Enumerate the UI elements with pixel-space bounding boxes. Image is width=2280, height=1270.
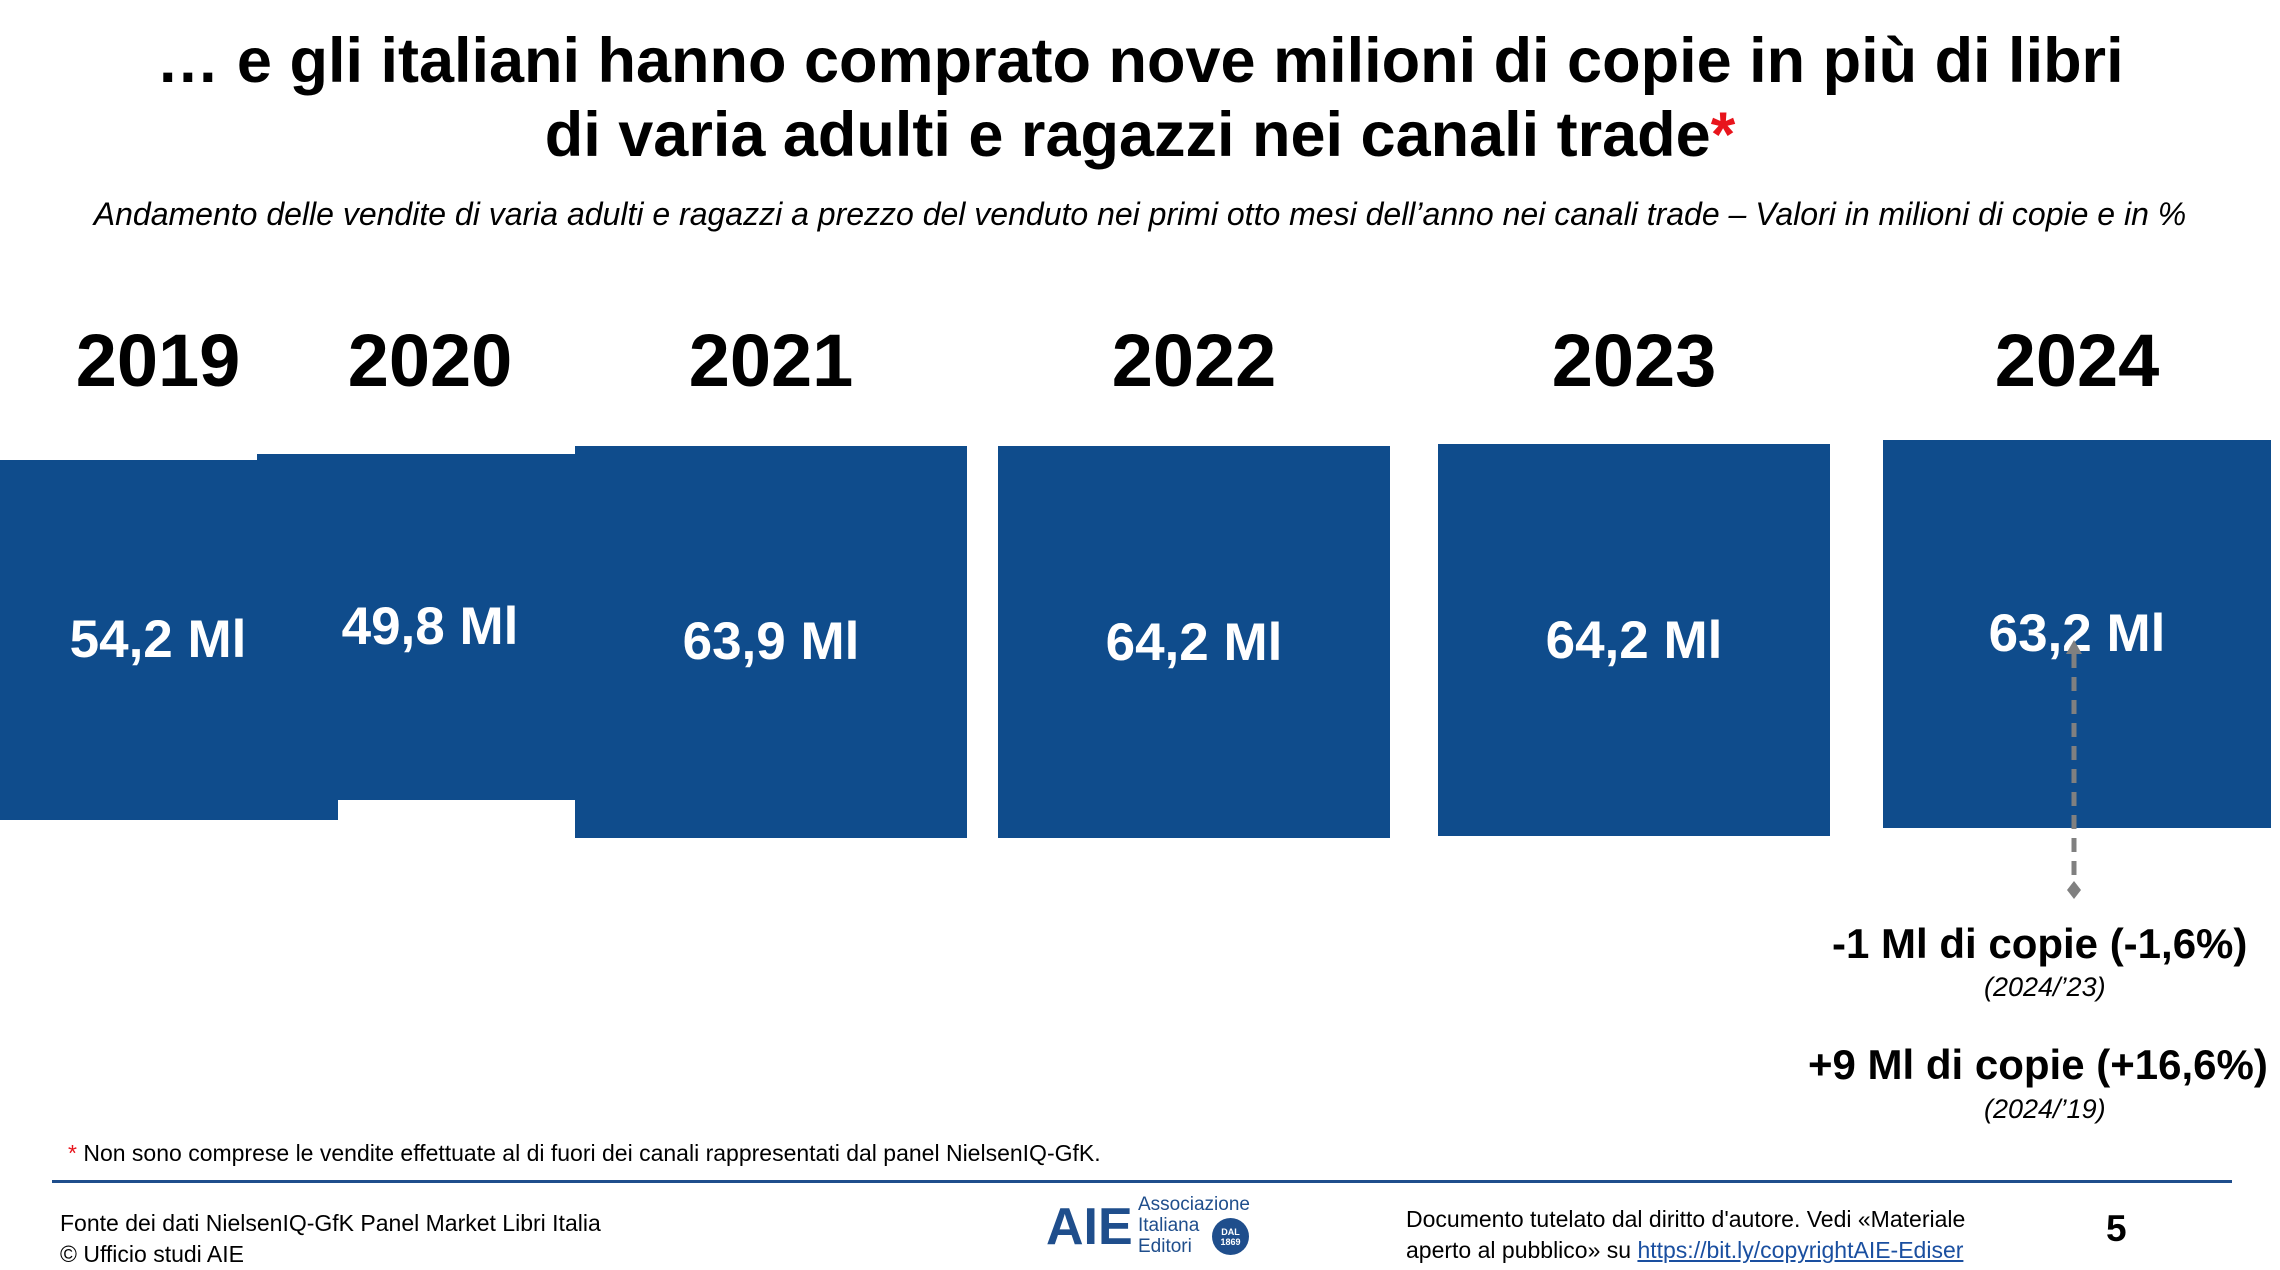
delta-vs-2023: -1 Ml di copie (-1,6%) — [1832, 920, 2248, 967]
bar-value-label-2022: 64,2 Ml — [1105, 612, 1283, 672]
bar-2024: 63,2 Ml — [1882, 439, 2272, 829]
slide-subtitle: Andamento delle vendite di varia adulti … — [93, 196, 2187, 232]
bar-value-label-2019: 54,2 Ml — [69, 610, 247, 670]
bar-value-label-2020: 49,8 Ml — [341, 597, 519, 657]
arrow-head — [2066, 640, 2082, 654]
page-number: 5 — [2106, 1208, 2127, 1249]
svg-text:AIE: AIE — [1046, 1198, 1133, 1256]
delta-vs-2023-label: (2024/’23) — [1984, 972, 2106, 1002]
bar-2022: 64,2 Ml — [998, 446, 1390, 838]
year-label-2019: 2019 — [75, 319, 241, 402]
logo-badge: DAL 1869 — [1212, 1218, 1249, 1255]
year-label-2020: 2020 — [347, 319, 513, 402]
source-note: Fonte dei dati NielsenIQ-GfK Panel Marke… — [60, 1210, 601, 1267]
slide-title: … e gli italiani hanno comprato nove mil… — [0, 24, 2280, 172]
title-line-1: … e gli italiani hanno comprato nove mil… — [156, 26, 2124, 96]
year-label-2022: 2022 — [1111, 319, 1277, 402]
title-asterisk: * — [1710, 100, 1736, 170]
footnote: * Non sono comprese le vendite effettuat… — [68, 1140, 1101, 1166]
bar-2023: 64,2 Ml — [1438, 444, 1830, 836]
bar-2020: 49,8 Ml — [257, 454, 603, 800]
year-label-2021: 2021 — [688, 319, 854, 402]
bar-value-label-2023: 64,2 Ml — [1545, 610, 1723, 670]
year-label-2023: 2023 — [1551, 319, 1717, 402]
copyright-link[interactable]: https://bit.ly/copyrightAIE-Ediser — [1637, 1237, 1964, 1263]
delta-vs-2019: +9 Ml di copie (+16,6%) — [1808, 1041, 2268, 1088]
delta-vs-2019-label: (2024/’19) — [1984, 1094, 2106, 1124]
title-line-2: di varia adulti e ragazzi nei canali tra… — [544, 100, 1711, 170]
aie-logo-mark: AIE — [1046, 1198, 1133, 1256]
year-label-2024: 2024 — [1994, 319, 2160, 402]
arrow-tail — [2067, 881, 2081, 899]
bar-value-label-2021: 63,9 Ml — [682, 612, 860, 672]
bar-2021: 63,9 Ml — [575, 446, 967, 838]
footer-divider — [52, 1180, 2232, 1183]
change-arrow — [2066, 640, 2082, 899]
copyright-note: Documento tutelato dal diritto d'autore.… — [1406, 1206, 1966, 1263]
